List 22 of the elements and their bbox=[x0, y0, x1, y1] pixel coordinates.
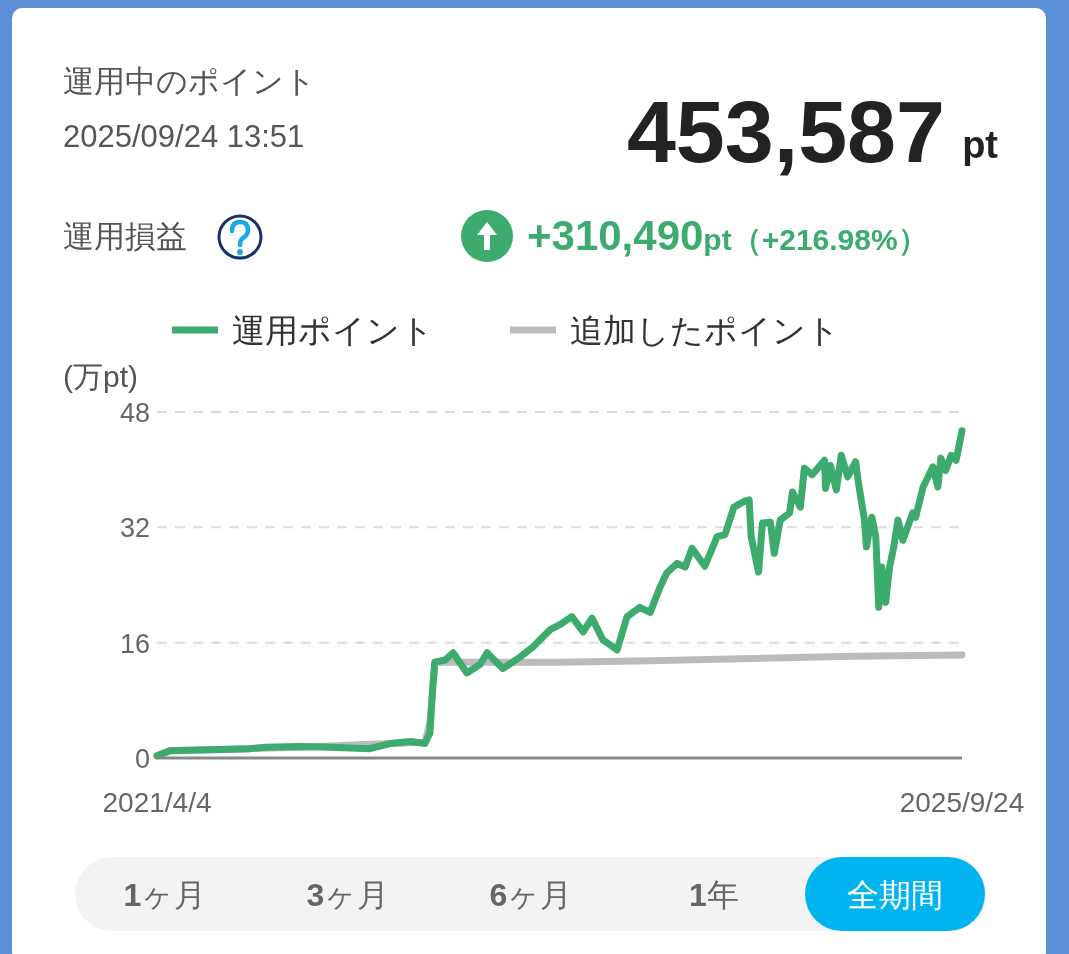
y-axis-title: (万pt) bbox=[63, 360, 138, 393]
x-tick-label: 2021/4/4 bbox=[102, 787, 212, 818]
x-tick-label: 2025/9/24 bbox=[899, 787, 1025, 818]
y-tick-label: 0 bbox=[134, 744, 150, 774]
chart-title: 運用中のポイント bbox=[63, 64, 316, 99]
text: pt bbox=[962, 124, 999, 166]
chart-subtitle: 2025/09/24 13:51 bbox=[63, 119, 305, 154]
legend-label: 運用ポイント bbox=[232, 312, 434, 349]
text: 運用損益 bbox=[63, 219, 187, 254]
text: 全期間 bbox=[847, 877, 943, 913]
text: 1ヶ月 bbox=[123, 877, 207, 913]
text: pt bbox=[703, 223, 732, 256]
y-tick-label: 16 bbox=[119, 628, 150, 659]
text: 1年 bbox=[689, 877, 739, 913]
text: 453,587 bbox=[626, 82, 945, 181]
y-tick-label: 48 bbox=[119, 398, 150, 428]
text: 6ヶ月 bbox=[489, 877, 573, 913]
text: 3ヶ月 bbox=[306, 877, 390, 913]
y-tick-label: 32 bbox=[119, 513, 150, 544]
legend-label: 追加したポイント bbox=[570, 312, 840, 349]
text: （+216.98%） bbox=[731, 223, 928, 256]
text: +310,490 bbox=[527, 212, 704, 259]
